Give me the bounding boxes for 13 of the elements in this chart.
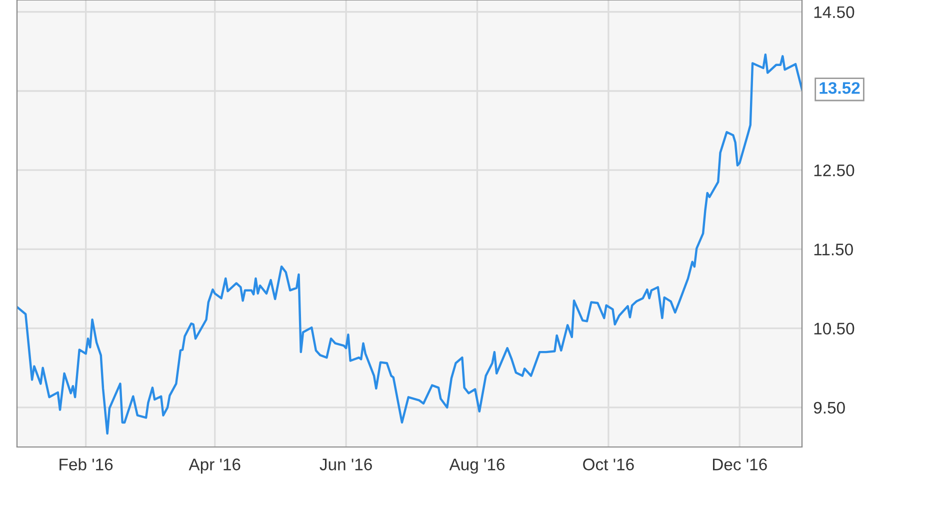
line-series [17, 53, 802, 435]
x-tick-label: Aug '16 [449, 458, 505, 474]
y-tick-label: 9.50 [814, 402, 845, 414]
y-tick-label: 11.50 [814, 244, 853, 256]
x-tick-label: Jun '16 [320, 458, 372, 470]
x-tick-label: Oct '16 [583, 458, 634, 470]
annotation: 13.52 [820, 82, 860, 94]
y-tick-label: 10.50 [814, 322, 854, 335]
x-tick-label: Feb '16 [60, 458, 113, 470]
y-tick-label: 14.50 [814, 6, 854, 18]
x-tick-label: Dec '16 [713, 458, 767, 470]
x-tick-label: Apr '16 [188, 458, 240, 474]
y-tick-label: 12.50 [814, 164, 854, 176]
